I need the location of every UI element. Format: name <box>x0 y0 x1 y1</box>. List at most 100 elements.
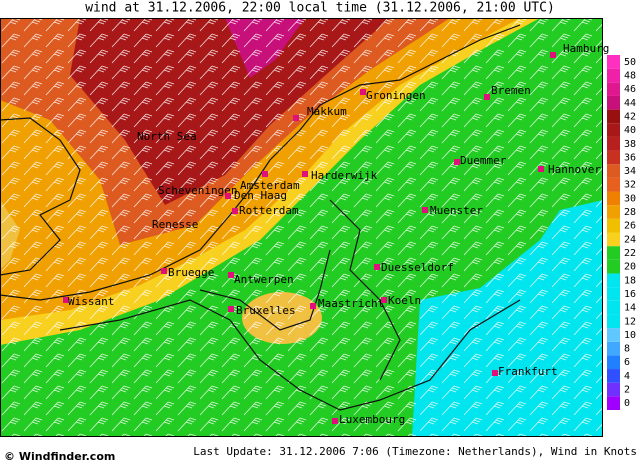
legend-band <box>607 341 620 356</box>
map-frame <box>0 18 603 437</box>
map-title: wind at 31.12.2006, 22:00 local time (31… <box>85 1 555 16</box>
city-label: Rotterdam <box>239 204 299 217</box>
legend-band <box>607 273 620 288</box>
legend-band <box>607 314 620 329</box>
city-label: Frankfurt <box>498 365 558 378</box>
legend-band <box>607 109 620 124</box>
legend-band <box>607 246 620 260</box>
city-label: Scheveningen <box>158 184 237 197</box>
legend-band <box>607 177 620 192</box>
legend-tick: 46 <box>624 84 636 95</box>
legend-tick: 6 <box>624 357 630 368</box>
city-label: Muenster <box>430 204 483 217</box>
city-marker <box>262 171 268 177</box>
city-label: Bremen <box>491 84 531 97</box>
city-marker <box>310 303 316 309</box>
legend-band <box>607 300 620 315</box>
city-label: Den Haag <box>234 189 287 202</box>
legend-tick: 8 <box>624 344 630 355</box>
legend-tick: 30 <box>624 193 636 204</box>
legend-tick: 34 <box>624 166 636 177</box>
city-label: North Sea <box>137 130 197 143</box>
legend-tick: 26 <box>624 221 636 232</box>
city-label: Duemmer <box>460 154 507 167</box>
city-label: Makkum <box>307 105 347 118</box>
legend-tick: 0 <box>624 398 630 409</box>
legend-band <box>607 396 620 410</box>
legend-band <box>607 232 620 247</box>
legend-tick: 10 <box>624 330 636 341</box>
city-label: Hamburg <box>563 42 609 55</box>
legend-band <box>607 382 620 397</box>
city-label: Bruxelles <box>236 304 296 317</box>
legend-tick: 22 <box>624 248 636 259</box>
legend-band <box>607 68 620 83</box>
city-marker <box>550 52 556 58</box>
legend-band <box>607 259 620 274</box>
legend-band <box>607 191 620 206</box>
city-marker <box>374 264 380 270</box>
legend-band <box>607 328 620 342</box>
legend-tick: 48 <box>624 70 636 81</box>
legend-tick: 18 <box>624 275 636 286</box>
legend-tick: 2 <box>624 385 630 396</box>
legend-band <box>607 164 620 178</box>
city-marker <box>360 89 366 95</box>
city-marker <box>161 268 167 274</box>
city-label: Harderwijk <box>311 169 378 182</box>
city-marker <box>492 370 498 376</box>
update-note: Last Update: 31.12.2006 7:06 (Timezone: … <box>193 445 637 458</box>
city-marker <box>332 418 338 424</box>
city-label: Bruegge <box>168 266 214 279</box>
city-marker <box>302 171 308 177</box>
legend-tick: 42 <box>624 111 636 122</box>
logo: © Windfinder.com <box>4 450 115 463</box>
legend-band <box>607 369 620 383</box>
city-label: Renesse <box>152 218 198 231</box>
legend-band <box>607 218 620 233</box>
city-label: Luxembourg <box>339 413 405 426</box>
legend-tick: 20 <box>624 262 636 273</box>
legend-tick: 50 <box>624 57 636 68</box>
legend-tick: 4 <box>624 371 630 382</box>
legend-tick: 24 <box>624 234 636 245</box>
legend-tick: 32 <box>624 180 636 191</box>
city-label: Groningen <box>366 89 426 102</box>
city-marker <box>538 166 544 172</box>
legend-band <box>607 136 620 151</box>
city-label: Wissant <box>68 295 114 308</box>
legend-tick: 40 <box>624 125 636 136</box>
legend-band <box>607 355 620 370</box>
legend-band <box>607 287 620 301</box>
city-label: Antwerpen <box>234 273 294 286</box>
coastlines <box>0 24 521 411</box>
city-marker <box>228 306 234 312</box>
legend-band <box>607 55 620 69</box>
city-marker <box>293 115 299 121</box>
city-marker <box>63 297 69 303</box>
legend-tick: 44 <box>624 98 636 109</box>
legend-tick: 16 <box>624 289 636 300</box>
legend-band <box>607 150 620 165</box>
city-marker <box>225 193 231 199</box>
legend-tick: 14 <box>624 303 636 314</box>
legend-tick: 38 <box>624 139 636 150</box>
wind-field <box>0 18 603 437</box>
city-label: Duesseldorf <box>381 261 454 274</box>
legend-band <box>607 123 620 137</box>
legend-band <box>607 82 620 96</box>
legend-tick: 28 <box>624 207 636 218</box>
legend-band <box>607 205 620 219</box>
legend-tick: 36 <box>624 152 636 163</box>
city-label: Koeln <box>388 294 421 307</box>
city-marker <box>381 297 387 303</box>
legend-tick: 12 <box>624 316 636 327</box>
city-label: Hannover <box>548 163 601 176</box>
city-marker <box>232 208 238 214</box>
city-marker <box>228 272 234 278</box>
legend-band <box>607 95 620 110</box>
city-marker <box>422 207 428 213</box>
city-marker <box>484 94 490 100</box>
city-marker <box>454 159 460 165</box>
